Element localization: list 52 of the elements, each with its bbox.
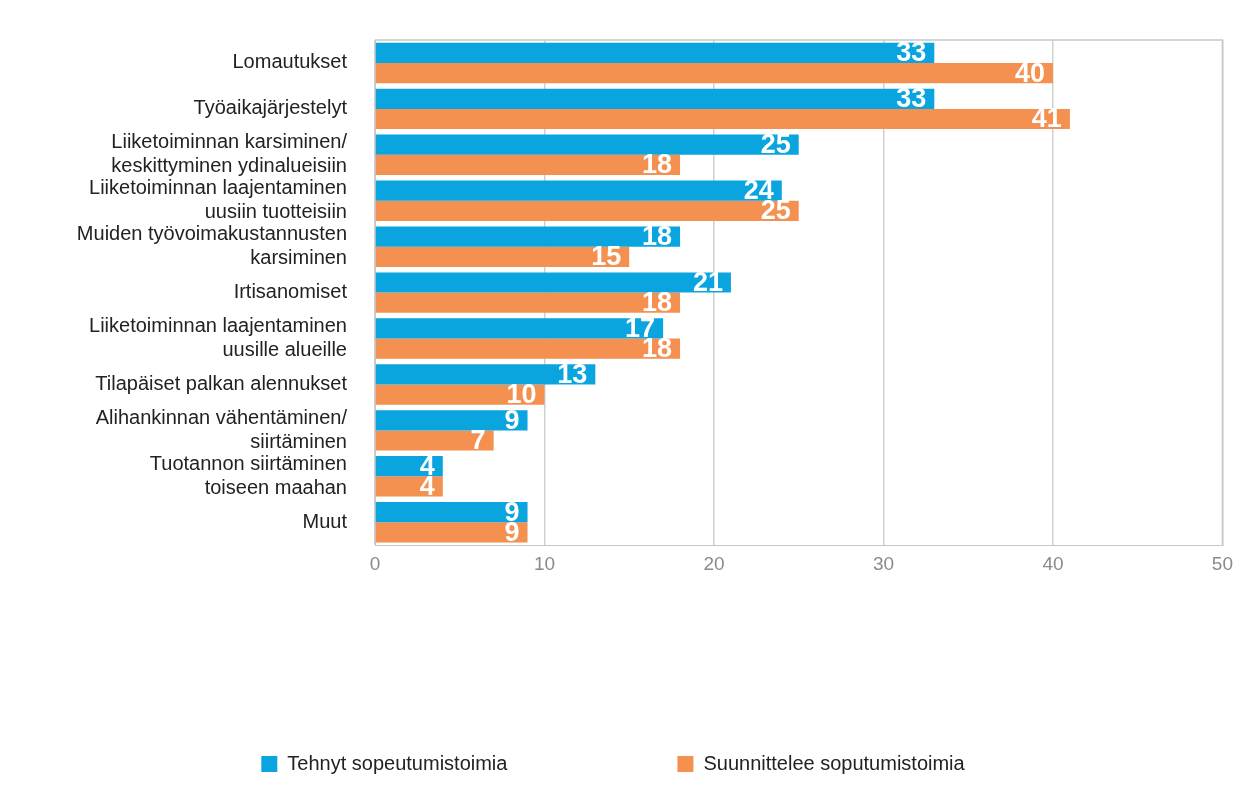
y-tick-label: Liiketoiminnan laajentaminen uusille alueille — [89, 314, 347, 361]
data-label: 33 — [896, 83, 927, 114]
bar — [375, 338, 681, 359]
data-label: 41 — [1031, 103, 1062, 134]
y-tick-label: Muut — [302, 509, 348, 532]
y-tick-label: Irtisanomiset — [233, 280, 348, 303]
bar — [375, 410, 528, 431]
x-tick-label: 20 — [703, 552, 725, 574]
y-tick-label: Muiden työvoimakustannusten karsiminen — [76, 222, 347, 269]
bar — [375, 42, 935, 63]
bar — [375, 134, 799, 155]
data-label: 40 — [1014, 57, 1045, 88]
data-label: 18 — [642, 287, 673, 318]
bar — [375, 108, 1070, 130]
bar — [375, 318, 664, 339]
data-label: 18 — [642, 221, 673, 252]
data-label: 25 — [760, 129, 791, 160]
bar — [375, 476, 443, 497]
legend-label: Tehnyt sopeutumistoimia — [287, 751, 509, 774]
data-label: 21 — [692, 266, 723, 297]
bar — [375, 62, 1053, 84]
bar — [375, 180, 782, 201]
y-tick-label: Alihankinnan vähentäminen/ siirtäminen — [95, 405, 348, 452]
x-tick-label: 40 — [1042, 552, 1064, 574]
y-tick-label: Tilapäiset palkan alennukset — [95, 371, 348, 394]
data-label: 13 — [557, 358, 588, 389]
x-tick-label: 50 — [1211, 552, 1233, 574]
y-tick-label: Lomautukset — [232, 50, 348, 73]
y-tick-label: Tuotannon siirtäminen toiseen maahan — [149, 451, 347, 498]
x-tick-label: 0 — [369, 552, 381, 574]
y-tick-label: Liiketoiminnan laajentaminen uusiin tuotteisiin — [89, 176, 347, 223]
bar — [375, 246, 630, 267]
y-tick-label: Liiketoiminnan karsiminen/ keskittyminen ydinalueisiin — [111, 130, 348, 177]
data-label: 15 — [591, 241, 622, 272]
x-tick-label: 30 — [872, 552, 895, 574]
bar — [375, 154, 681, 176]
y-tick-label: Työaikajärjestelyt — [193, 96, 348, 119]
bar — [375, 364, 596, 385]
bar — [375, 522, 528, 543]
bar — [375, 430, 494, 451]
x-tick-label: 10 — [533, 552, 556, 574]
bar — [375, 272, 731, 293]
bar — [375, 384, 545, 405]
data-label: 33 — [896, 37, 927, 68]
data-label: 18 — [642, 149, 673, 180]
data-label: 7 — [470, 424, 486, 455]
legend-label: Suunnittelee soputumistoimia — [703, 751, 966, 774]
bar — [375, 88, 935, 109]
bar — [375, 226, 681, 247]
bar — [375, 502, 528, 523]
bar — [375, 292, 681, 313]
bar — [375, 200, 799, 221]
